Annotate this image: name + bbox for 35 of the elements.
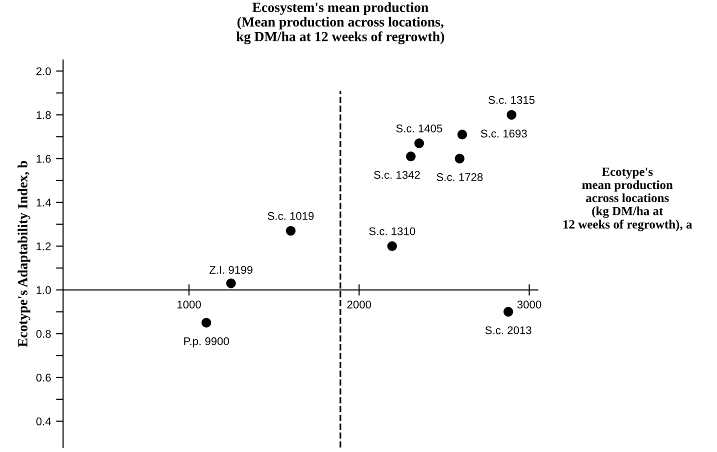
y-tick-label: 0.6 — [36, 374, 51, 382]
point — [506, 110, 516, 120]
point — [414, 138, 424, 148]
annotation: P.p. 9900 — [184, 337, 229, 348]
annotation: S.c. 1315 — [488, 96, 535, 104]
y-tick-label: 1.2 — [36, 242, 51, 250]
point — [406, 152, 416, 162]
x-tick-label: 1000 — [177, 300, 201, 308]
annotation: S.c. 1728 — [436, 173, 483, 182]
annotation: Z.I. 9199 — [209, 266, 252, 274]
annotation: S.c. 1310 — [369, 227, 416, 236]
annotation: S.c. 1693 — [480, 130, 527, 138]
x-axis-title: Ecotype's mean production across locations (kg DM/ha at 12 weeks of regrowth), a — [564, 168, 692, 232]
annotation: S.c. 1405 — [396, 124, 442, 132]
point — [387, 241, 397, 251]
point — [201, 318, 212, 328]
ref-line-label: Ecosystem's mean production (Mean production across locations, kg DM/ha at 12 weeks of regrowth) — [236, 2, 444, 44]
annotation: S.c. 1019 — [268, 212, 314, 220]
point — [457, 130, 468, 140]
point — [454, 154, 465, 164]
point — [226, 278, 236, 288]
y-axis-title: Ecotype's Adaptability Index, b — [18, 160, 30, 347]
y-tick-label: 0.4 — [36, 417, 51, 426]
point — [503, 306, 514, 317]
annotation: S.c. 1342 — [374, 170, 420, 179]
y-tick-label: 1.4 — [36, 198, 51, 206]
x-tick-label: 3000 — [517, 300, 542, 308]
y-tick-label: 1.6 — [36, 154, 51, 163]
y-tick-label: 2.0 — [36, 67, 51, 76]
y-tick-label: 1.0 — [36, 286, 51, 294]
y-tick-label: 0.8 — [36, 330, 51, 338]
y-tick-label: 1.8 — [36, 111, 51, 119]
annotation: S.c. 2013 — [485, 326, 532, 334]
point — [286, 226, 296, 236]
x-tick-label: 2000 — [347, 300, 372, 308]
